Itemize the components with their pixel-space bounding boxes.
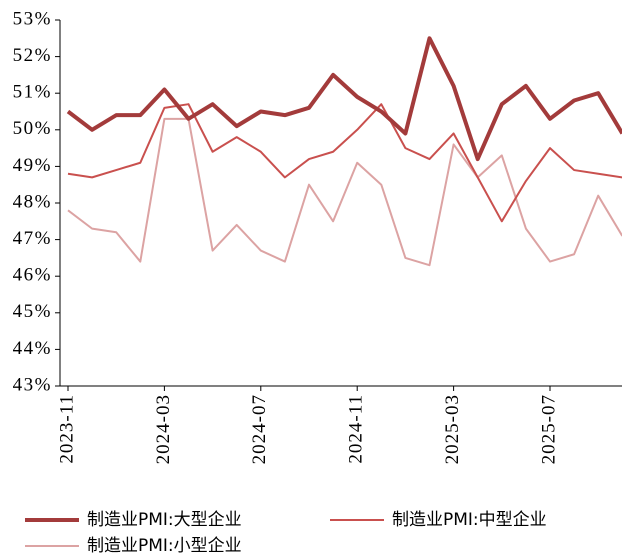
y-tick-label: 47%	[13, 228, 52, 249]
x-tick-label: 2024-11	[346, 394, 367, 464]
y-tick-label: 49%	[13, 155, 52, 176]
y-tick-label: 46%	[13, 265, 52, 286]
y-tick-label: 43%	[13, 374, 52, 395]
y-tick-label: 52%	[13, 45, 52, 66]
x-tick-label: 2025-07	[538, 394, 559, 464]
series-line	[67, 103, 622, 223]
y-tick-label: 51%	[13, 82, 52, 103]
y-tick-label: 48%	[13, 191, 52, 212]
legend-label: 制造业PMI:小型企业	[87, 536, 242, 556]
series-line	[67, 117, 622, 267]
x-tick-label: 2024-07	[249, 394, 270, 464]
y-tick-label: 50%	[13, 118, 52, 139]
x-tick-label: 2023-11	[56, 394, 77, 464]
series-line	[66, 36, 622, 162]
x-tick-label: 2024-03	[153, 394, 174, 464]
y-tick-label: 44%	[13, 338, 52, 359]
y-tick-label: 45%	[13, 301, 52, 322]
legend-label: 制造业PMI:大型企业	[87, 510, 242, 530]
y-tick-label: 53%	[13, 8, 52, 29]
x-tick-label: 2025-03	[442, 394, 463, 464]
legend-label: 制造业PMI:中型企业	[392, 510, 547, 530]
